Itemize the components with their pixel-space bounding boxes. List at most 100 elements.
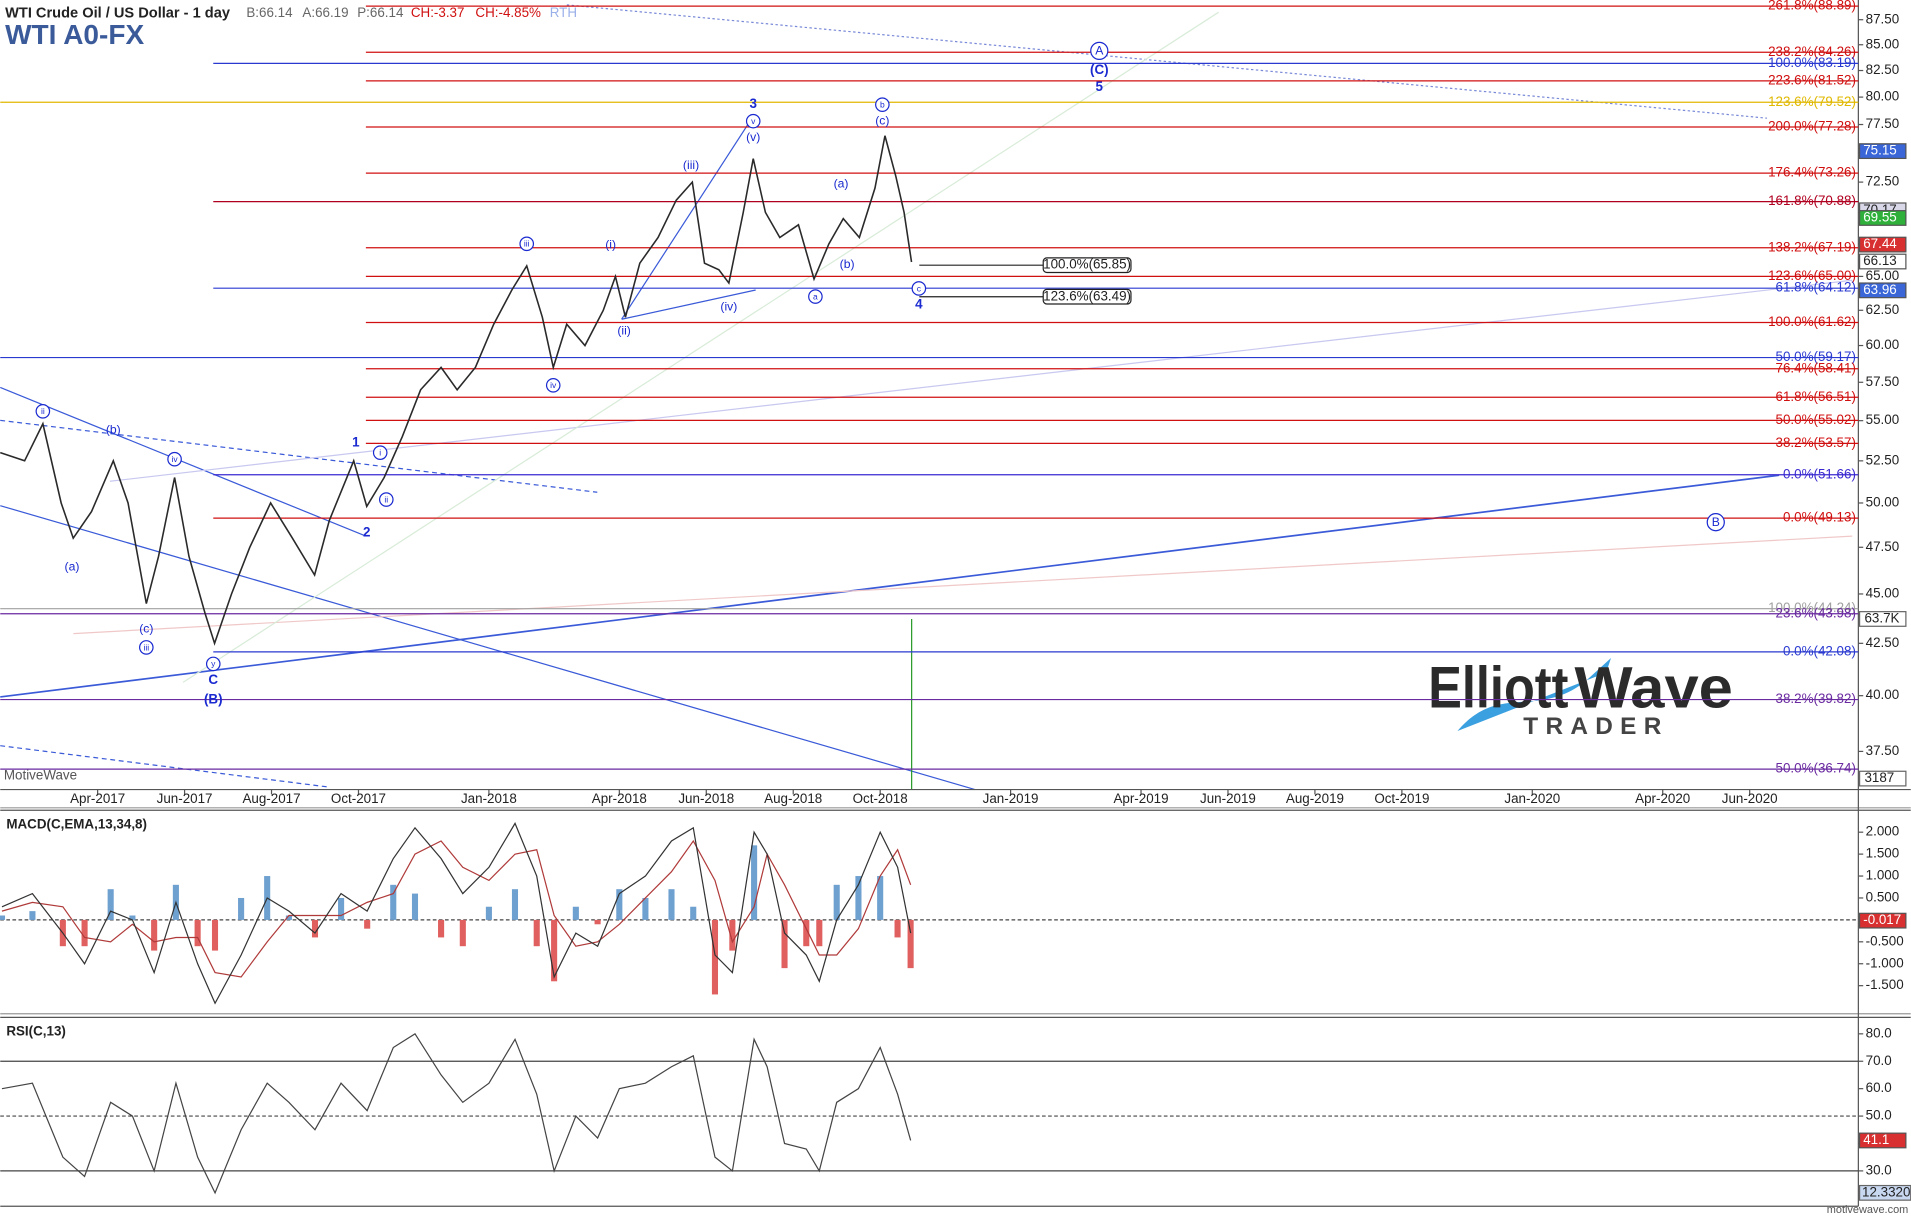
y-tick-label: 85.00	[1866, 36, 1900, 51]
y-tick-label: 45.00	[1866, 586, 1900, 601]
wave-label: (v)	[746, 130, 760, 144]
histogram-bar	[438, 919, 445, 938]
y-tick-label: 40.00	[1866, 687, 1900, 702]
wave-circle	[911, 281, 927, 296]
histogram-bar	[816, 919, 823, 947]
fib-label: 200.0%(77.28)	[1768, 119, 1856, 134]
histogram-bar	[411, 893, 419, 920]
side-tag-box	[1858, 611, 1907, 627]
wave-label: B	[1712, 515, 1720, 529]
wave-label: c	[917, 283, 922, 293]
x-tick-label: Aug-2018	[764, 791, 822, 806]
value-tag-label: -0.017	[1863, 912, 1901, 927]
value-tag	[1858, 143, 1907, 160]
value-tag-label: 69.55	[1863, 210, 1897, 225]
fib-label: 0.0%(51.66)	[1783, 466, 1856, 481]
value-tag-label: 41.1	[1863, 1132, 1889, 1147]
trend-line	[621, 289, 756, 320]
fib-label: 38.2%(39.82)	[1776, 691, 1856, 706]
value-tag-label: 75.15	[1863, 143, 1897, 158]
histogram-bar	[690, 906, 697, 920]
panel-title: MACD(C,EMA,13,34,8)	[6, 816, 147, 831]
wave-label: iii	[524, 239, 530, 249]
trend-line	[621, 121, 751, 320]
y-tick-label: 1.500	[1866, 846, 1900, 861]
wave-circle	[167, 451, 182, 467]
fib-label: 123.6%(65.00)	[1768, 268, 1856, 283]
wave-label: (iv)	[720, 300, 737, 314]
histogram-bar	[668, 889, 675, 920]
trend-lines	[0, 4, 1853, 791]
y-tick-label: 55.00	[1866, 412, 1900, 427]
ask: A:66.19	[302, 5, 348, 20]
x-tick-label: Apr-2019	[1113, 791, 1168, 806]
y-tick-label: 0.500	[1866, 890, 1900, 905]
histogram-bar	[907, 919, 914, 969]
fib-label: 176.4%(73.26)	[1768, 165, 1856, 180]
wave-label: (b)	[106, 422, 121, 436]
logo-text: Elliott	[1428, 656, 1568, 721]
session: RTH	[550, 5, 577, 20]
wave-label: iv	[550, 380, 557, 390]
x-tick-label: Jan-2020	[1504, 791, 1560, 806]
y-tick-label: 50.00	[1866, 495, 1900, 510]
wave-circle	[378, 492, 394, 507]
histogram-bar	[311, 919, 319, 938]
y-tick-label: 77.50	[1866, 116, 1900, 131]
y-tick-label: 37.50	[1866, 743, 1900, 758]
fib-label: 100.0%(61.62)	[1768, 314, 1856, 329]
x-tick-label: Jun-2020	[1722, 791, 1778, 806]
histogram-bar	[616, 889, 623, 920]
trend-line	[0, 474, 1780, 698]
fib-label: 23.6%(43.98)	[1776, 605, 1856, 620]
wave-label: (c)	[139, 621, 153, 635]
x-tick-label: Jun-2017	[157, 791, 213, 806]
y-tick-label: 60.00	[1866, 337, 1900, 352]
fib-label: 61.8%(56.51)	[1776, 389, 1856, 404]
wave-circle	[205, 656, 221, 672]
wave-label: (iii)	[683, 158, 699, 172]
y-tick-label: -1.000	[1866, 955, 1904, 970]
wave-label: b	[880, 100, 885, 110]
histogram-bar	[29, 911, 36, 920]
histogram-bar	[551, 919, 558, 982]
callout-box	[1042, 257, 1132, 274]
fib-label: 50.0%(36.74)	[1776, 761, 1856, 776]
histogram-bar	[194, 919, 201, 947]
histogram-bar	[338, 897, 345, 920]
logo-text: Wave	[1574, 656, 1732, 721]
wave-label: ii	[384, 494, 388, 504]
histogram-bar	[364, 919, 371, 929]
x-tick-label: Jun-2019	[1200, 791, 1256, 806]
histogram-bar	[572, 906, 579, 920]
wave-label: (a)	[834, 177, 849, 191]
histogram-bar	[855, 876, 862, 920]
callout-box	[1042, 288, 1132, 305]
x-tick-label: Aug-2019	[1286, 791, 1344, 806]
value-tag	[1858, 253, 1907, 270]
x-tick-label: Oct-2018	[853, 791, 908, 806]
wave-circle	[139, 640, 154, 655]
wave-label: a	[813, 291, 818, 301]
wave-circle	[745, 113, 761, 129]
y-tick-label: 87.50	[1866, 11, 1900, 26]
y-tick-label: 50.0	[1866, 1108, 1892, 1123]
fib-label: 0.0%(49.13)	[1783, 510, 1856, 525]
wave-label: 2	[363, 524, 370, 539]
logo-swoosh	[1457, 657, 1612, 732]
watermark: motivewave.com	[1827, 1204, 1909, 1216]
signal-line	[1, 839, 912, 978]
trend-line	[0, 745, 330, 788]
fib-label: 123.6%(79.52)	[1768, 94, 1856, 109]
trend-line	[0, 386, 367, 537]
macd-line	[1, 822, 912, 1005]
fib-label: 138.2%(67.19)	[1768, 239, 1856, 254]
trend-line	[182, 11, 1220, 683]
histogram-bar	[894, 919, 901, 938]
fib-label: 238.2%(84.26)	[1768, 44, 1856, 59]
histogram-bar	[238, 897, 245, 920]
wave-label: v	[751, 116, 756, 126]
wave-label: 1	[352, 434, 360, 449]
histogram-bar	[711, 919, 719, 995]
fib-label: 223.6%(81.52)	[1768, 72, 1856, 87]
